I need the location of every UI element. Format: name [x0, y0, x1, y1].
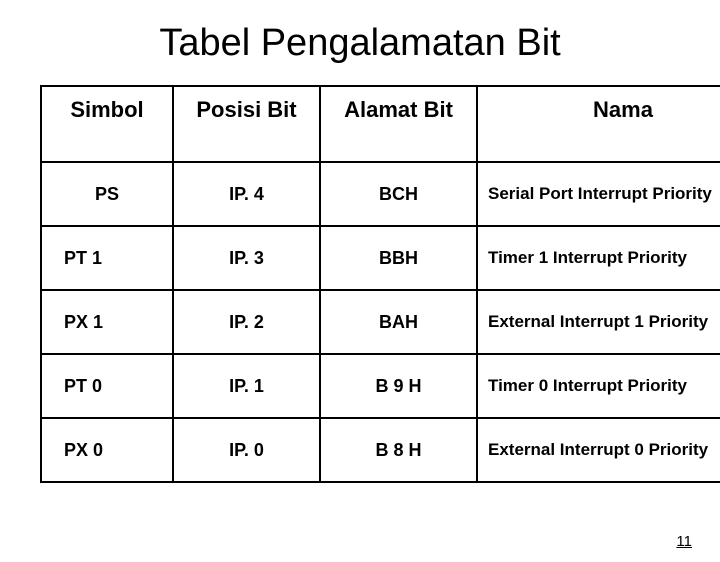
cell-simbol: PS: [41, 162, 173, 226]
cell-nama: Timer 0 Interrupt Priority: [477, 354, 720, 418]
cell-posisi: IP. 3: [173, 226, 320, 290]
table-row: PT 0 IP. 1 B 9 H Timer 0 Interrupt Prior…: [41, 354, 720, 418]
cell-alamat: BCH: [320, 162, 477, 226]
table-row: PS IP. 4 BCH Serial Port Interrupt Prior…: [41, 162, 720, 226]
cell-nama: Timer 1 Interrupt Priority: [477, 226, 720, 290]
col-header-alamat: Alamat Bit: [320, 86, 477, 162]
cell-alamat: BBH: [320, 226, 477, 290]
cell-nama: Serial Port Interrupt Priority: [477, 162, 720, 226]
cell-posisi: IP. 1: [173, 354, 320, 418]
table-header-row: Simbol Posisi Bit Alamat Bit Nama: [41, 86, 720, 162]
cell-simbol: PX 1: [41, 290, 173, 354]
cell-nama: External Interrupt 0 Priority: [477, 418, 720, 482]
table-row: PX 0 IP. 0 B 8 H External Interrupt 0 Pr…: [41, 418, 720, 482]
cell-posisi: IP. 4: [173, 162, 320, 226]
page-number: 11: [676, 533, 692, 550]
col-header-simbol: Simbol: [41, 86, 173, 162]
table-row: PT 1 IP. 3 BBH Timer 1 Interrupt Priorit…: [41, 226, 720, 290]
table-container: Simbol Posisi Bit Alamat Bit Nama PS IP.…: [40, 85, 680, 483]
cell-simbol: PX 0: [41, 418, 173, 482]
col-header-posisi: Posisi Bit: [173, 86, 320, 162]
page-title: Tabel Pengalamatan Bit: [0, 22, 720, 65]
cell-simbol: PT 0: [41, 354, 173, 418]
cell-alamat: B 8 H: [320, 418, 477, 482]
col-header-nama: Nama: [477, 86, 720, 162]
bit-addressing-table: Simbol Posisi Bit Alamat Bit Nama PS IP.…: [40, 85, 720, 483]
cell-posisi: IP. 0: [173, 418, 320, 482]
table-row: PX 1 IP. 2 BAH External Interrupt 1 Prio…: [41, 290, 720, 354]
cell-nama: External Interrupt 1 Priority: [477, 290, 720, 354]
cell-alamat: BAH: [320, 290, 477, 354]
cell-posisi: IP. 2: [173, 290, 320, 354]
cell-alamat: B 9 H: [320, 354, 477, 418]
cell-simbol: PT 1: [41, 226, 173, 290]
